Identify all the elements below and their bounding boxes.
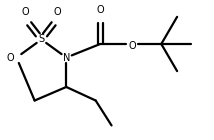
Text: O: O xyxy=(96,5,104,15)
Text: O: O xyxy=(7,52,14,63)
Text: S: S xyxy=(38,34,45,45)
Text: O: O xyxy=(54,7,61,17)
Text: O: O xyxy=(128,41,136,51)
Text: O: O xyxy=(22,7,29,17)
Text: N: N xyxy=(63,52,70,63)
